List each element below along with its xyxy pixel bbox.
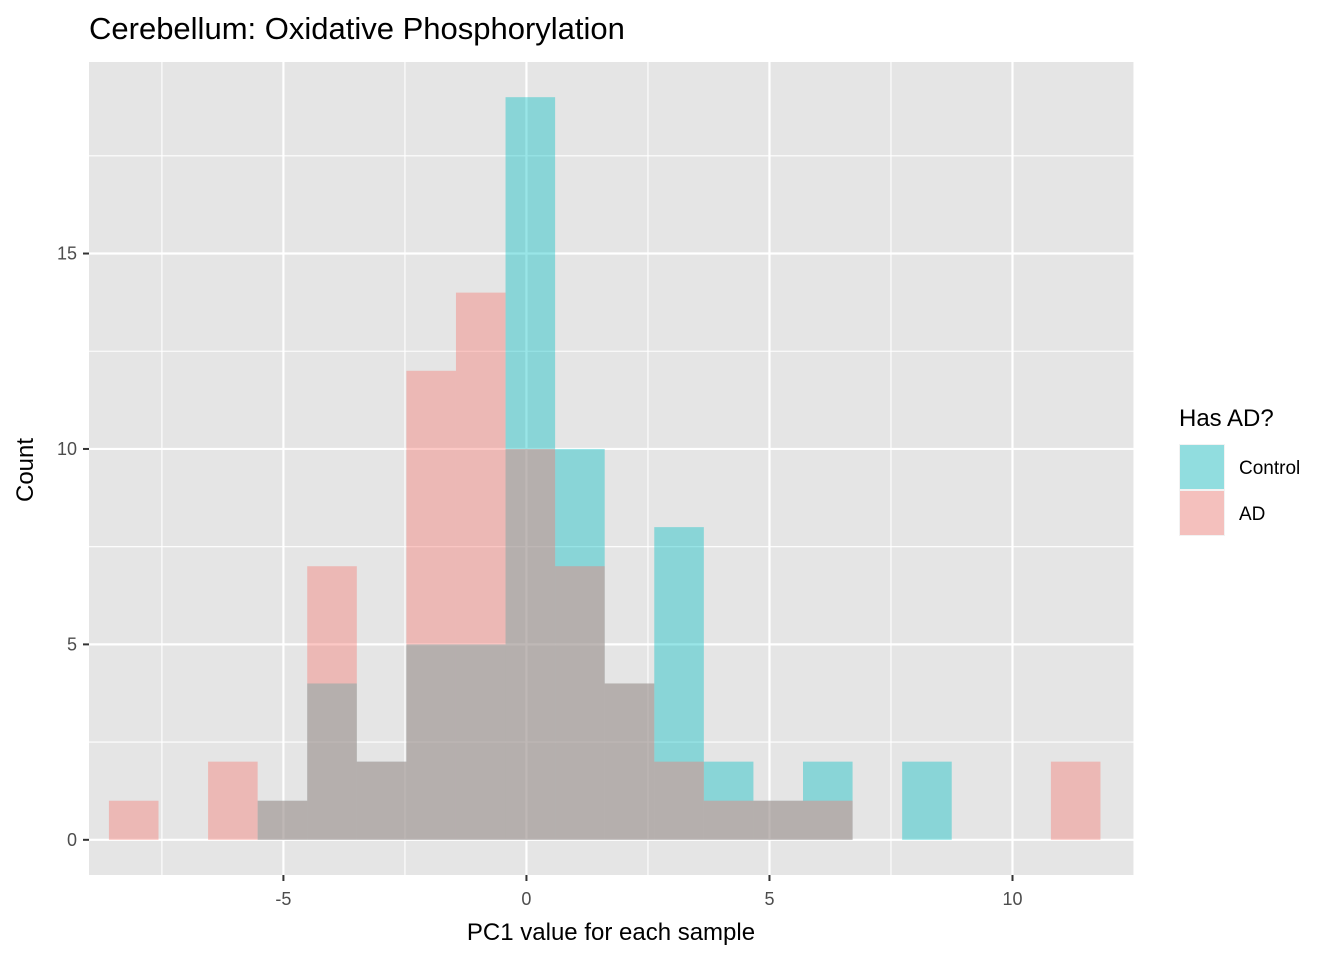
x-tick-label: 5 <box>764 889 774 909</box>
bar-ad <box>307 566 357 840</box>
bar-ad <box>108 800 159 840</box>
bar-control <box>803 761 853 840</box>
legend-label-control: Control <box>1239 458 1300 479</box>
legend-title: Has AD? <box>1179 405 1274 432</box>
bar-ad <box>1050 761 1101 840</box>
bar-control <box>753 800 804 840</box>
legend-key-background <box>1179 490 1225 536</box>
y-tick-label: 15 <box>57 244 77 264</box>
x-tick-label: 10 <box>1002 889 1022 909</box>
minor-gridlines <box>89 62 1135 875</box>
bar-control <box>406 644 456 840</box>
bar-ad <box>505 448 556 840</box>
bar-ad <box>703 800 754 840</box>
bar-control <box>703 761 754 840</box>
bar-ad <box>356 761 407 840</box>
bar-ad <box>257 800 308 840</box>
legend-swatch-control <box>1180 445 1224 489</box>
y-axis: 0 5 10 15 <box>57 244 89 850</box>
y-tick-label: 5 <box>67 634 77 654</box>
legend: Has AD? Control AD <box>1179 405 1300 536</box>
bar-control <box>505 97 556 840</box>
bar-control <box>555 448 605 840</box>
plot-panel <box>89 62 1134 875</box>
bar-control <box>356 761 407 840</box>
chart-title: Cerebellum: Oxidative Phosphorylation <box>89 11 625 46</box>
bar-control <box>455 644 506 840</box>
bar-ad <box>753 800 804 840</box>
bar-control <box>654 527 704 840</box>
x-tick-label: 0 <box>521 889 531 909</box>
bar-control <box>902 761 952 840</box>
bar-ad <box>803 800 853 840</box>
bar-ad <box>555 566 605 840</box>
x-tick-label: -5 <box>275 889 291 909</box>
bar-control <box>307 683 357 840</box>
x-axis-title: PC1 value for each sample <box>467 919 755 946</box>
bar-ad <box>654 761 704 840</box>
histogram-bars <box>108 97 1101 840</box>
y-tick-label: 0 <box>67 830 77 850</box>
bar-control <box>257 800 308 840</box>
legend-swatch-ad <box>1180 491 1224 535</box>
x-axis: -5 0 5 10 <box>275 875 1023 909</box>
bar-ad <box>604 683 655 840</box>
legend-label-ad: AD <box>1239 504 1265 525</box>
bar-ad <box>455 292 506 840</box>
y-axis-title: Count <box>12 438 39 502</box>
bar-ad <box>406 370 456 840</box>
legend-key-background <box>1179 444 1225 490</box>
bar-control <box>604 683 655 840</box>
major-gridlines <box>89 62 1134 875</box>
bar-ad <box>208 761 258 840</box>
y-tick-label: 10 <box>57 439 77 459</box>
